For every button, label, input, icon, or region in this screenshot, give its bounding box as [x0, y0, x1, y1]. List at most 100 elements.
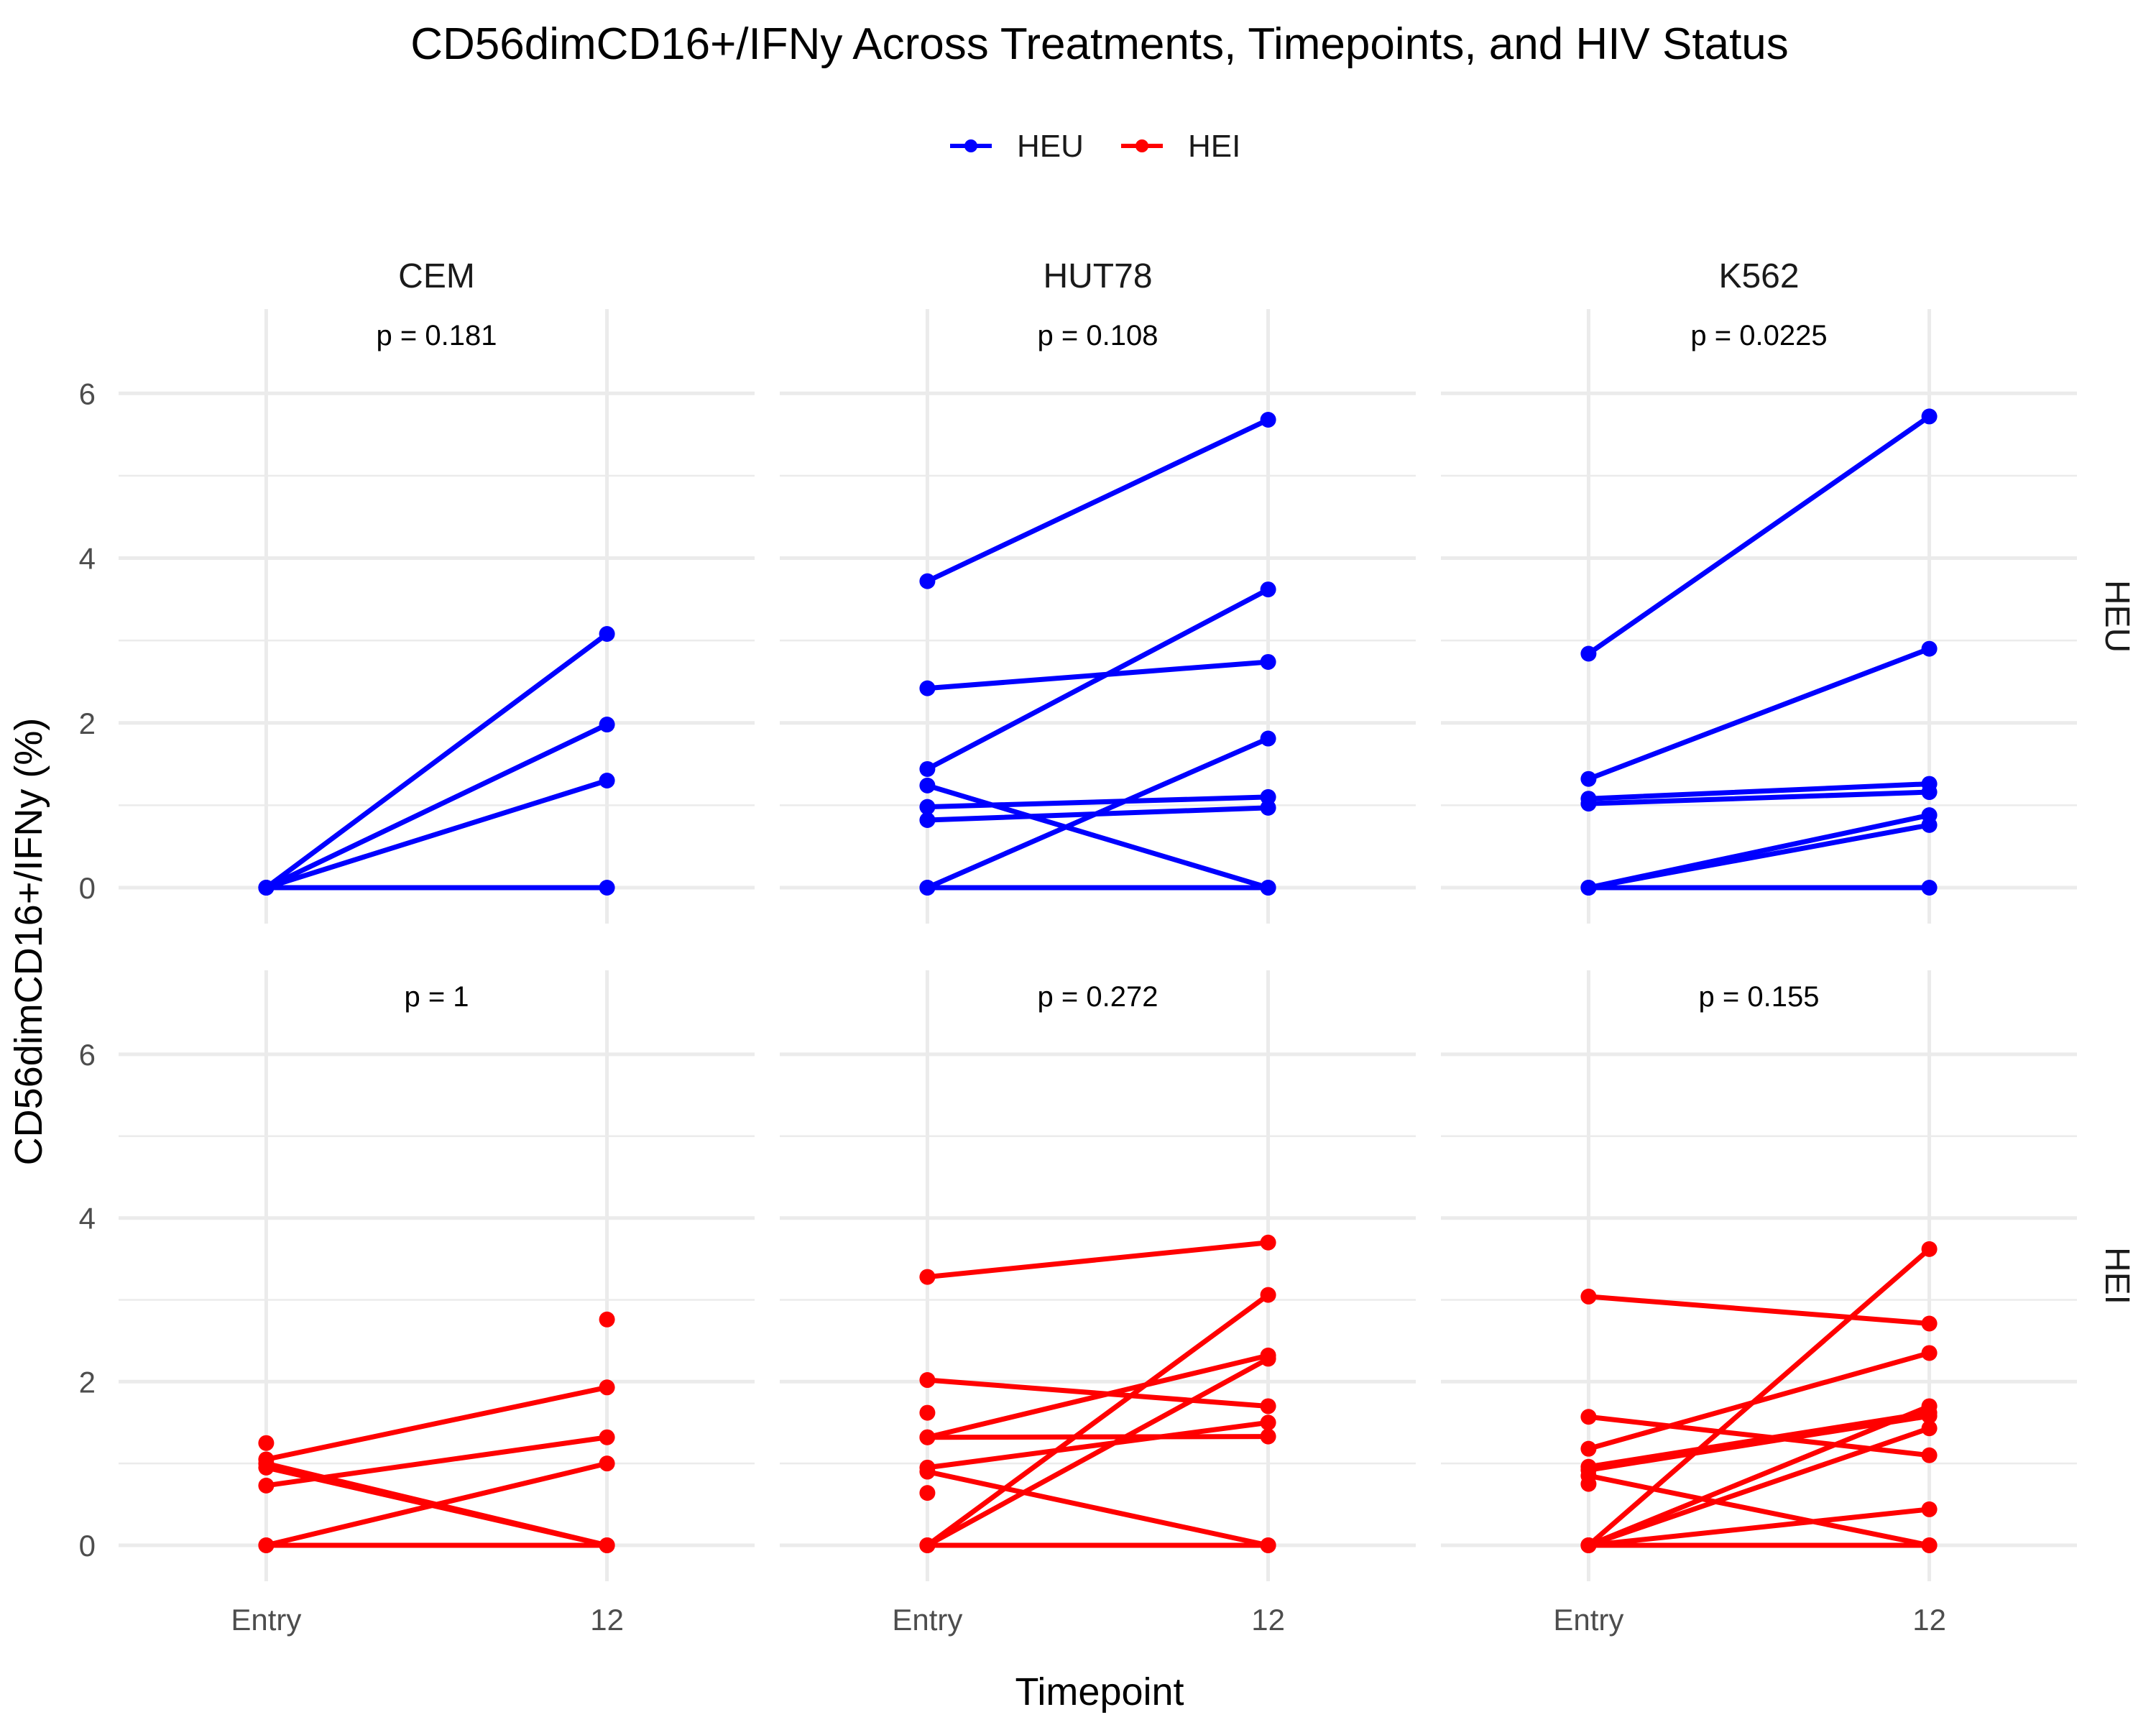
- y-axis-title: CD56dimCD16+/IFNy (%): [7, 718, 50, 1166]
- series-line: [1585, 413, 1932, 656]
- data-point: [1260, 1537, 1276, 1553]
- facet-strip-k562: K562: [1718, 257, 1799, 295]
- data-point: [258, 1435, 275, 1451]
- legend-label-hei: HEI: [1188, 129, 1240, 164]
- data-point: [1260, 1351, 1276, 1367]
- series-line: [924, 1292, 1271, 1548]
- series-line: [1585, 1350, 1932, 1452]
- series-line: [263, 722, 610, 891]
- data-point: [1260, 799, 1276, 816]
- p-value-label: p = 0.0225: [1690, 320, 1827, 351]
- panel-cem-heu: p = 0.181: [258, 320, 615, 896]
- data-point: [258, 1537, 275, 1553]
- series-line: [1585, 646, 1932, 782]
- series-line: [924, 783, 1271, 891]
- data-point: [919, 812, 936, 829]
- data-point: [919, 573, 936, 589]
- data-point: [1580, 796, 1597, 812]
- data-point: [1921, 784, 1938, 801]
- series-line: [924, 586, 1271, 772]
- series-line: [1585, 1506, 1932, 1548]
- panel-hut78-heu: p = 0.108: [919, 320, 1276, 896]
- data-point: [1260, 1234, 1276, 1251]
- series-line: [263, 1465, 610, 1548]
- series-line: [1585, 1410, 1932, 1470]
- data-point: [1580, 645, 1597, 662]
- data-point: [599, 773, 615, 788]
- data-point: [1260, 1287, 1276, 1303]
- data-point: [1921, 1501, 1938, 1517]
- chart-title: CD56dimCD16+/IFNy Across Treatments, Tim…: [410, 19, 1789, 69]
- x-tick-label: Entry: [1553, 1603, 1623, 1637]
- data-point: [1921, 1420, 1938, 1437]
- data-point: [1260, 1398, 1276, 1414]
- y-tick-label: 6: [79, 1038, 96, 1072]
- data-point: [599, 625, 615, 642]
- series-line: [924, 1469, 1271, 1548]
- series-line: [1585, 1246, 1932, 1548]
- x-tick-label: 12: [590, 1603, 624, 1637]
- series-line: [924, 659, 1271, 691]
- panel-hut78-hei: p = 0.272: [919, 981, 1276, 1553]
- series-line: [1585, 789, 1932, 806]
- data-point: [1260, 1428, 1276, 1445]
- y-tick-label: 6: [79, 377, 96, 410]
- series-line: [263, 631, 610, 891]
- panel-grid: [119, 970, 755, 1581]
- p-value-label: p = 0.108: [1038, 320, 1158, 351]
- data-point: [1580, 880, 1597, 896]
- facet-strip-cem: CEM: [398, 257, 475, 295]
- data-point: [1260, 411, 1276, 428]
- data-point: [919, 799, 936, 815]
- data-point: [919, 760, 936, 777]
- data-point: [1260, 653, 1276, 670]
- y-tick-label: 4: [79, 542, 96, 576]
- data-point: [1921, 1345, 1938, 1361]
- panel-grid: [119, 309, 755, 924]
- panel-grid: [780, 970, 1416, 1581]
- series-line: [924, 1353, 1271, 1440]
- data-point: [919, 1537, 936, 1553]
- p-value-label: p = 1: [404, 981, 469, 1013]
- y-tick-label: 2: [79, 707, 96, 740]
- y-tick-label: 4: [79, 1202, 96, 1236]
- data-point: [258, 1459, 275, 1476]
- x-tick-label: Entry: [892, 1603, 962, 1637]
- data-point: [919, 777, 936, 794]
- data-point: [919, 680, 936, 696]
- series-line: [1585, 1473, 1932, 1548]
- data-point: [919, 1372, 936, 1389]
- data-point: [1260, 581, 1276, 598]
- data-point: [599, 1379, 615, 1396]
- series-line: [1585, 1425, 1932, 1548]
- legend-swatch-heu-point: [964, 139, 977, 152]
- p-value-label: p = 0.155: [1699, 981, 1820, 1013]
- panel-cem-hei: p = 1: [258, 981, 615, 1553]
- data-point: [599, 717, 615, 733]
- series-line: [924, 736, 1271, 891]
- data-point: [599, 1311, 615, 1328]
- data-point: [1580, 1440, 1597, 1457]
- data-point: [1921, 880, 1938, 896]
- panel-k562-hei: p = 0.155: [1580, 981, 1938, 1553]
- data-point: [599, 880, 615, 896]
- data-point: [1580, 1537, 1597, 1553]
- x-axis-title: Timepoint: [1015, 1670, 1184, 1714]
- series-line: [263, 1384, 610, 1462]
- series-line: [924, 1240, 1271, 1280]
- facet-strip-hut78: HUT78: [1043, 257, 1152, 295]
- panel-grid: [780, 309, 1416, 924]
- y-tick-label: 0: [79, 871, 96, 905]
- data-point: [919, 1429, 936, 1445]
- data-point: [599, 1429, 615, 1445]
- data-point: [919, 880, 936, 896]
- data-point: [1260, 730, 1276, 747]
- data-point: [1921, 1398, 1938, 1414]
- y-tick-label: 0: [79, 1529, 96, 1563]
- series-line: [924, 794, 1271, 810]
- x-tick-label: 12: [1251, 1603, 1285, 1637]
- series-line: [1585, 822, 1932, 891]
- data-point: [919, 1269, 936, 1285]
- data-point: [599, 1537, 615, 1553]
